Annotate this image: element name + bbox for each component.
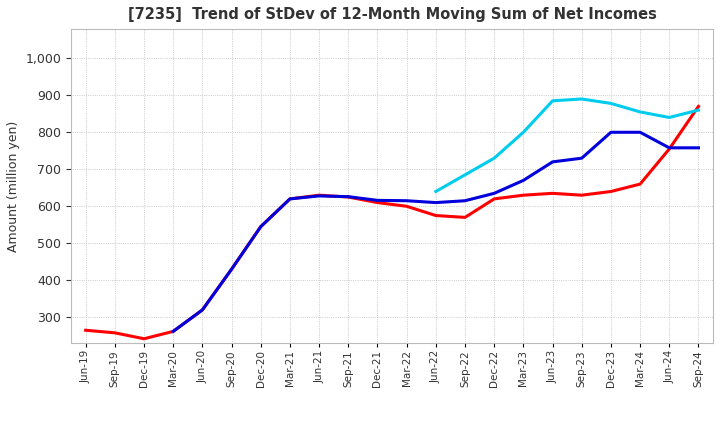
7 Years: [607, 101, 616, 106]
5 Years: [577, 156, 586, 161]
5 Years: [315, 193, 323, 198]
5 Years: [490, 191, 498, 196]
Line: 3 Years: 3 Years: [86, 106, 698, 339]
3 Years: [81, 328, 90, 333]
Line: 7 Years: 7 Years: [436, 99, 698, 191]
7 Years: [577, 96, 586, 102]
3 Years: [402, 204, 411, 209]
5 Years: [402, 198, 411, 203]
3 Years: [315, 193, 323, 198]
5 Years: [548, 159, 557, 165]
5 Years: [228, 267, 236, 272]
Line: 5 Years: 5 Years: [174, 132, 698, 331]
5 Years: [665, 145, 674, 150]
5 Years: [636, 130, 644, 135]
3 Years: [373, 200, 382, 205]
5 Years: [169, 329, 178, 334]
7 Years: [548, 98, 557, 103]
5 Years: [461, 198, 469, 203]
Legend: 3 Years, 5 Years, 7 Years: 3 Years, 5 Years, 7 Years: [239, 437, 545, 440]
3 Years: [140, 336, 148, 341]
7 Years: [519, 130, 528, 135]
3 Years: [490, 196, 498, 202]
Y-axis label: Amount (million yen): Amount (million yen): [7, 120, 20, 252]
7 Years: [636, 109, 644, 114]
5 Years: [344, 194, 353, 199]
3 Years: [548, 191, 557, 196]
3 Years: [256, 224, 265, 229]
3 Years: [344, 194, 353, 200]
3 Years: [577, 193, 586, 198]
3 Years: [169, 329, 178, 334]
5 Years: [694, 145, 703, 150]
5 Years: [431, 200, 440, 205]
5 Years: [519, 178, 528, 183]
3 Years: [461, 215, 469, 220]
5 Years: [286, 196, 294, 202]
3 Years: [286, 196, 294, 202]
7 Years: [665, 115, 674, 120]
3 Years: [519, 193, 528, 198]
7 Years: [431, 189, 440, 194]
5 Years: [607, 130, 616, 135]
3 Years: [636, 181, 644, 187]
7 Years: [490, 156, 498, 161]
5 Years: [373, 198, 382, 203]
7 Years: [461, 172, 469, 177]
3 Years: [607, 189, 616, 194]
3 Years: [694, 104, 703, 109]
3 Years: [665, 146, 674, 151]
5 Years: [198, 307, 207, 312]
3 Years: [111, 330, 120, 335]
5 Years: [256, 224, 265, 229]
3 Years: [198, 307, 207, 312]
3 Years: [431, 213, 440, 218]
Title: [7235]  Trend of StDev of 12-Month Moving Sum of Net Incomes: [7235] Trend of StDev of 12-Month Moving…: [127, 7, 657, 22]
7 Years: [694, 107, 703, 113]
3 Years: [228, 267, 236, 272]
